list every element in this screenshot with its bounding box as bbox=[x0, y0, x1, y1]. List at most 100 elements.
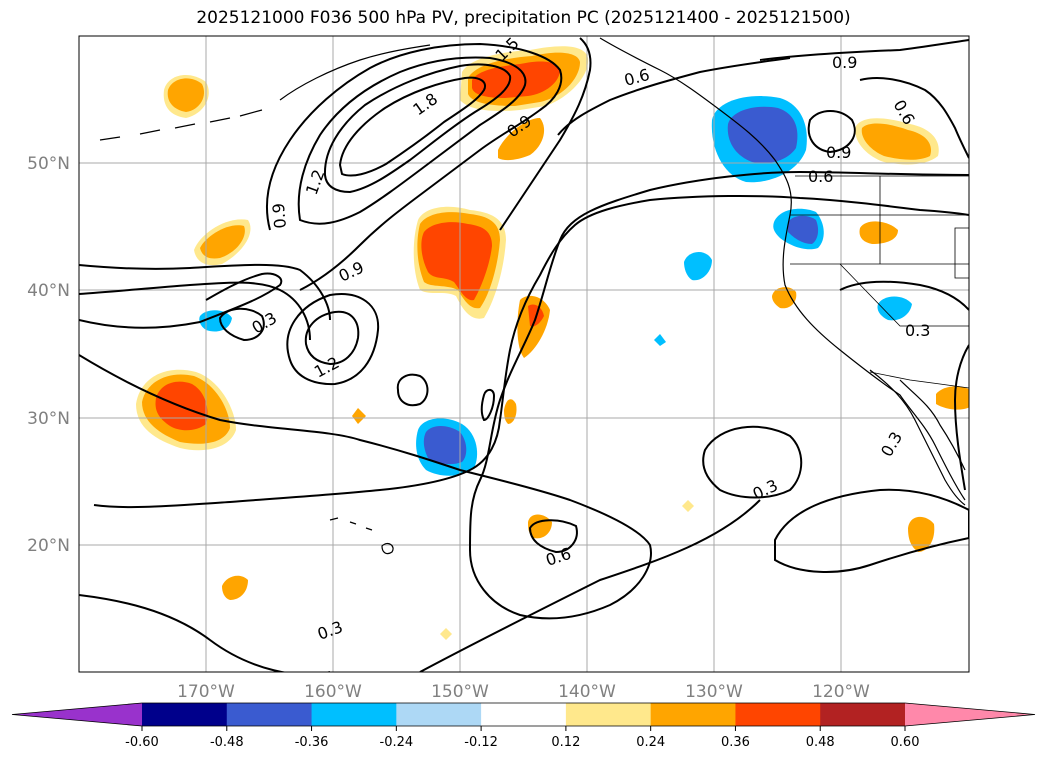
precip-neg-east-small bbox=[684, 251, 712, 281]
precip-blob-west-2-mid bbox=[200, 225, 245, 259]
pv-contour-0.3-southeast-loop bbox=[774, 488, 969, 573]
pv-label: 0.9 bbox=[269, 202, 290, 229]
pv-contour-0.3-west bbox=[79, 272, 283, 329]
lon-tick-label: 120°W bbox=[812, 682, 870, 702]
colorbar-segment bbox=[565, 703, 652, 726]
border-state-5 bbox=[954, 227, 969, 279]
precip-blob-east-1-mid bbox=[861, 123, 932, 160]
pv-contour-1.2-trough-outer bbox=[266, 42, 563, 291]
pv-label: 0.3 bbox=[905, 321, 930, 340]
precip-neg-tiny bbox=[654, 334, 666, 346]
coastline-aleutians bbox=[99, 109, 263, 141]
border-us-mexico bbox=[869, 371, 969, 389]
precip-neg-central-high bbox=[423, 426, 467, 465]
pv-contour-0.9-ne bbox=[807, 110, 856, 154]
border-state-4 bbox=[839, 263, 969, 327]
colorbar-segment bbox=[650, 703, 736, 726]
precip-blob-central-high bbox=[421, 222, 492, 301]
colorbar-tick-label: -0.36 bbox=[295, 735, 329, 750]
lat-axis-labels: 50°N 40°N 30°N 20°N bbox=[27, 154, 70, 556]
colorbar-tick-label: 0.48 bbox=[806, 735, 835, 750]
pv-contour-0.6-north bbox=[557, 57, 791, 136]
pv-contour-1.8-trough bbox=[338, 76, 486, 177]
colorbar-tick-label: -0.60 bbox=[125, 735, 159, 750]
pv-contour-small-loop-2 bbox=[480, 388, 496, 422]
colorbar-segment bbox=[311, 703, 397, 726]
coastline-west-coast bbox=[599, 37, 966, 501]
coastline-mexico-inner bbox=[899, 379, 966, 471]
pv-contours bbox=[79, 37, 969, 672]
map-frame bbox=[78, 35, 970, 673]
colorbar-tick-label: 0.36 bbox=[721, 735, 750, 750]
pv-contour-0.9-west bbox=[79, 281, 311, 341]
precip-blob-small-1 bbox=[222, 575, 248, 600]
lat-tick-label: 30°N bbox=[27, 409, 70, 429]
pv-contour-0.6-main bbox=[79, 170, 969, 620]
colorbar-tick-label: -0.24 bbox=[380, 735, 414, 750]
coastline-alaska-south bbox=[279, 44, 431, 101]
pv-label: 0.6 bbox=[808, 167, 833, 186]
pv-contour-0.3-southeast bbox=[419, 499, 761, 672]
pv-contour-east-side bbox=[953, 344, 969, 491]
lon-tick-label: 140°W bbox=[558, 682, 616, 702]
pv-contour-0.3-east-loop bbox=[702, 425, 803, 499]
colorbar-tick-label: 0.60 bbox=[891, 735, 920, 750]
colorbar-extend-low bbox=[12, 703, 142, 726]
lat-tick-label: 20°N bbox=[27, 536, 70, 556]
precip-blob-small-6 bbox=[440, 628, 452, 640]
lon-tick-label: 160°W bbox=[304, 682, 362, 702]
coastline-baja bbox=[869, 369, 966, 506]
precip-blob-east-4 bbox=[936, 386, 969, 410]
colorbar-segment bbox=[142, 703, 228, 726]
pv-contour-0.6-west-return bbox=[79, 263, 331, 321]
pv-contour-small-loop-1 bbox=[396, 373, 429, 407]
lon-tick-label: 130°W bbox=[685, 682, 743, 702]
lat-tick-label: 40°N bbox=[27, 281, 70, 301]
colorbar-segment bbox=[735, 703, 821, 726]
colorbar-tick-label: 0.24 bbox=[636, 735, 665, 750]
lon-axis-labels: 170°W 160°W 150°W 140°W 130°W 120°W bbox=[177, 682, 870, 702]
precip-blob-gulf-alaska-high bbox=[472, 61, 560, 98]
pv-contour-0.9-north bbox=[759, 39, 969, 61]
colorbar-tick-label: 0.12 bbox=[551, 735, 580, 750]
borders bbox=[790, 175, 969, 389]
lat-tick-label: 50°N bbox=[27, 154, 70, 174]
map-panel: 0.3 0.3 0.3 0.3 0.3 0.6 0.6 0.6 0.6 0.9 … bbox=[79, 36, 969, 672]
precip-blob-gulf-alaska-south bbox=[498, 118, 545, 161]
precip-blob-east-3 bbox=[772, 287, 797, 309]
pv-contour-small-west-loop bbox=[218, 307, 265, 342]
pv-contour-1.2-loop bbox=[286, 293, 380, 386]
colorbar-tick-label: -0.12 bbox=[464, 735, 498, 750]
precip-blob-east-5 bbox=[908, 516, 935, 552]
colorbar-segment bbox=[396, 703, 482, 726]
pv-contour-1.5-trough bbox=[323, 63, 512, 194]
colorbar: -0.60 -0.48 -0.36 -0.24 -0.12 0.12 0.24 0.36 0.4… bbox=[11, 702, 1036, 750]
figure-title: 2025121000 F036 500 hPa PV, precipitatio… bbox=[196, 8, 851, 28]
precip-neg-northeast-high bbox=[727, 106, 798, 164]
map-gridlines bbox=[79, 36, 969, 672]
pv-contour-0.9-inner bbox=[93, 194, 969, 509]
pv-contour-0.6-ne bbox=[859, 77, 969, 159]
lon-tick-label: 150°W bbox=[431, 682, 489, 702]
precip-neg-west bbox=[199, 310, 232, 332]
colorbar-extend-high bbox=[905, 703, 1035, 726]
precip-blob-small-5 bbox=[682, 500, 694, 512]
pv-contour-small-loop-3 bbox=[528, 519, 578, 554]
precip-blob-west-1-mid bbox=[167, 78, 205, 112]
coastlines bbox=[99, 37, 966, 555]
colorbar-tick-label: -0.48 bbox=[210, 735, 244, 750]
pv-contour-0.9-spine bbox=[499, 37, 592, 231]
pv-contour-1.2-inner-loop bbox=[304, 310, 360, 366]
pv-contour-east-upper bbox=[839, 280, 969, 311]
colorbar-segment bbox=[820, 703, 906, 726]
pv-contour-0.3-south bbox=[79, 594, 330, 672]
pv-contour-1.2-trough bbox=[297, 56, 527, 225]
pv-label: 0.9 bbox=[832, 53, 857, 72]
lon-tick-label: 170°W bbox=[177, 682, 235, 702]
precip-blob-small-2 bbox=[352, 408, 366, 424]
pv-label: 0.9 bbox=[826, 143, 851, 162]
precip-neg-east-small-2 bbox=[877, 296, 912, 321]
colorbar-segment bbox=[481, 703, 567, 726]
colorbar-segment bbox=[226, 703, 313, 726]
